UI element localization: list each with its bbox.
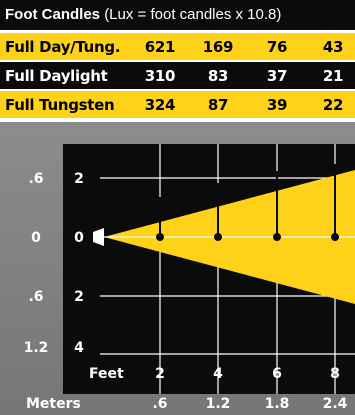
header-subtitle: (Lux = foot candles x 10.8): [104, 6, 282, 23]
row-value: 621: [144, 37, 176, 56]
vertical-feet-label: 0: [74, 230, 84, 246]
light-source-icon: [93, 228, 104, 246]
row-label: Full Day/Tung.: [5, 37, 121, 56]
row-value: 37: [266, 66, 288, 85]
feet-axis-label: Feet: [89, 366, 124, 382]
vertical-meters-label: 0: [31, 230, 41, 246]
row-value: 21: [322, 66, 344, 85]
table-header: Foot Candles (Lux = foot candles x 10.8): [0, 0, 355, 30]
row-value: 169: [202, 37, 234, 56]
beam-spread-diagram: 2 0 2 4 .6 0 .6 1.2 Feet 2 4 6 8 Meters …: [24, 144, 355, 412]
vertical-feet-label: 2: [74, 289, 84, 305]
meters-tick-label: .6: [152, 396, 167, 412]
table-row-full-tungsten: Full Tungsten 324 87 39 22: [0, 91, 355, 118]
table-row-full-daylight: Full Daylight 310 83 37 21: [0, 62, 355, 89]
row-value: 39: [266, 95, 288, 114]
meters-tick-label: 1.2: [206, 396, 231, 412]
vertical-feet-label: 4: [74, 340, 84, 356]
row-value: 324: [144, 95, 176, 114]
measurement-markers: [156, 164, 339, 241]
row-value: 87: [207, 95, 229, 114]
row-value: 43: [322, 37, 344, 56]
vertical-meters-label: .6: [28, 171, 43, 187]
header-title: Foot Candles: [5, 6, 101, 23]
row-value: 83: [207, 66, 229, 85]
vertical-meters-label: .6: [28, 289, 43, 305]
meters-axis-label: Meters: [26, 396, 81, 412]
feet-tick-label: 6: [272, 366, 282, 382]
vertical-feet-label: 2: [74, 171, 84, 187]
row-label: Full Daylight: [5, 66, 108, 85]
row-value: 310: [144, 66, 176, 85]
feet-tick-label: 8: [330, 366, 340, 382]
meters-tick-label: 2.4: [323, 396, 348, 412]
feet-tick-label: 2: [155, 366, 165, 382]
meters-tick-label: 1.8: [265, 396, 290, 412]
vertical-meters-label: 1.2: [24, 340, 49, 356]
row-value: 22: [322, 95, 344, 114]
feet-tick-label: 4: [213, 366, 223, 382]
row-value: 76: [266, 37, 288, 56]
row-label: Full Tungsten: [5, 95, 115, 114]
table-row-full-day-tungsten: Full Day/Tung. 621 169 76 43: [0, 33, 355, 60]
